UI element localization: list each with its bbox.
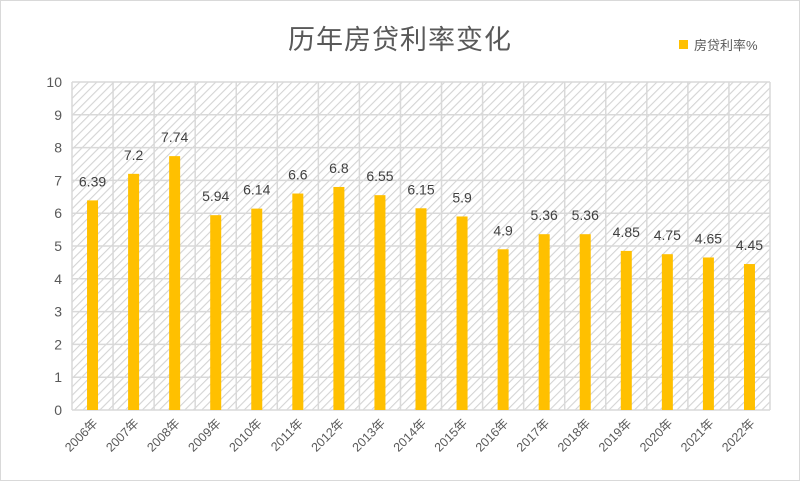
chart-title: 历年房贷利率变化: [288, 25, 512, 56]
x-tick-label: 2014年: [391, 416, 429, 454]
x-tick-label: 2012年: [309, 416, 347, 454]
y-tick-label: 6: [54, 205, 62, 221]
x-tick-label: 2017年: [514, 416, 552, 454]
data-label: 6.8: [329, 160, 349, 176]
bar[interactable]: [333, 186, 345, 410]
data-label: 6.55: [366, 168, 393, 184]
y-tick-label: 3: [54, 304, 62, 320]
plot-area: 0 1 2 3 4 5 6 7 8 9 10 6.39 2006年 7.2 2007年 7.74 2008年 5.…: [46, 74, 771, 455]
x-tick-label: 2018年: [555, 416, 593, 454]
data-label: 5.9: [452, 189, 472, 205]
bar[interactable]: [538, 234, 550, 410]
data-label: 7.2: [124, 147, 144, 163]
data-label: 5.36: [531, 207, 558, 223]
data-label: 5.94: [202, 188, 229, 204]
y-tick-label: 2: [54, 336, 62, 352]
x-tick-label: 2019年: [596, 416, 634, 454]
data-label: 6.15: [407, 181, 434, 197]
data-label: 6.14: [243, 182, 270, 198]
data-label: 6.39: [79, 173, 106, 189]
x-tick-label: 2016年: [473, 416, 511, 454]
x-tick-label: 2021年: [678, 416, 716, 454]
bar[interactable]: [169, 156, 181, 410]
data-label: 4.85: [613, 224, 640, 240]
bar[interactable]: [579, 234, 591, 410]
x-tick-label: 2022年: [719, 416, 757, 454]
y-tick-label: 1: [54, 369, 62, 385]
x-tick-label: 2007年: [103, 416, 141, 454]
x-tick-label: 2006年: [62, 416, 100, 454]
bar[interactable]: [415, 208, 427, 410]
bar[interactable]: [743, 264, 755, 410]
y-tick-label: 4: [54, 271, 62, 287]
y-tick-label: 7: [54, 172, 62, 188]
y-tick-label: 9: [54, 107, 62, 123]
bar[interactable]: [292, 193, 304, 410]
x-tick-label: 2010年: [226, 416, 264, 454]
bar[interactable]: [620, 250, 632, 410]
bar[interactable]: [702, 257, 714, 410]
x-tick-label: 2008年: [144, 416, 182, 454]
bar[interactable]: [128, 173, 140, 410]
data-label: 6.6: [288, 167, 308, 183]
legend[interactable]: 房贷利率%: [679, 35, 758, 54]
legend-swatch-icon: [679, 40, 688, 49]
data-label: 5.36: [572, 207, 599, 223]
y-tick-label: 0: [54, 402, 62, 418]
legend-label: 房贷利率%: [694, 38, 758, 53]
x-tick-label: 2015年: [432, 416, 470, 454]
bar[interactable]: [87, 200, 99, 410]
data-label: 4.65: [695, 230, 722, 246]
bar[interactable]: [497, 249, 509, 410]
x-tick-label: 2013年: [350, 416, 388, 454]
bar[interactable]: [374, 195, 386, 410]
bar[interactable]: [251, 208, 263, 410]
bar[interactable]: [661, 254, 673, 410]
x-tick-label: 2011年: [268, 416, 306, 454]
data-label: 4.75: [654, 227, 681, 243]
bar[interactable]: [456, 216, 468, 410]
data-label: 7.74: [161, 129, 188, 145]
y-tick-label: 8: [54, 140, 62, 156]
bar[interactable]: [210, 215, 222, 410]
x-tick-label: 2020年: [637, 416, 675, 454]
y-tick-label: 10: [46, 74, 62, 90]
x-tick-label: 2009年: [185, 416, 223, 454]
data-label: 4.45: [736, 237, 763, 253]
data-label: 4.9: [493, 222, 513, 238]
y-tick-label: 5: [54, 238, 62, 254]
